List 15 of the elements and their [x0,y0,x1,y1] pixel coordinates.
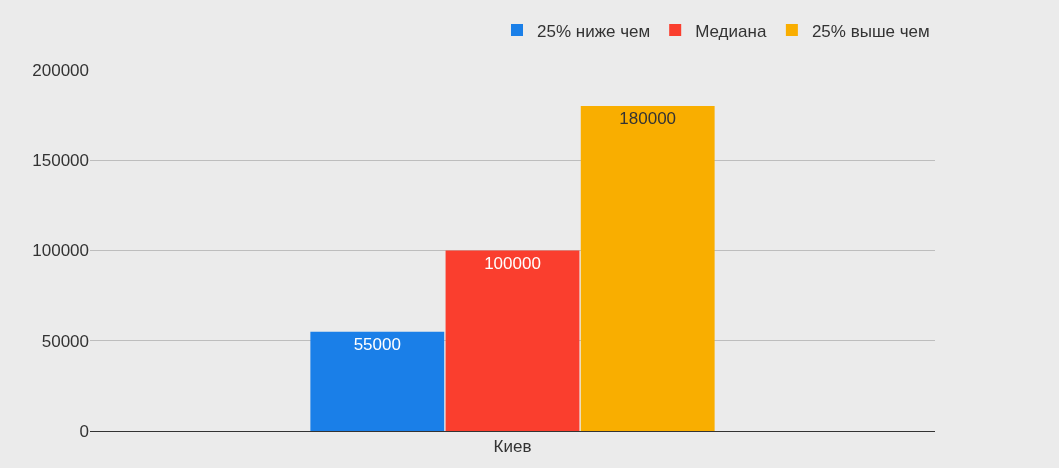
legend-label: Медиана [695,21,767,41]
bar [580,106,715,431]
data-label: 100000 [484,253,541,273]
bar [310,331,445,431]
legend-label: 25% ниже чем [537,21,651,41]
data-label: 180000 [619,109,677,129]
y-tick-label: 150000 [32,151,89,171]
data-label: 55000 [353,334,401,354]
y-tick-label: 0 [79,421,89,441]
y-tick-label: 50000 [41,331,89,351]
y-tick-label: 100000 [32,241,89,261]
legend-label: 25% выше чем [811,21,930,41]
bar [445,250,580,431]
x-tick-label: Киев [493,437,532,457]
y-tick-label: 200000 [32,60,89,80]
